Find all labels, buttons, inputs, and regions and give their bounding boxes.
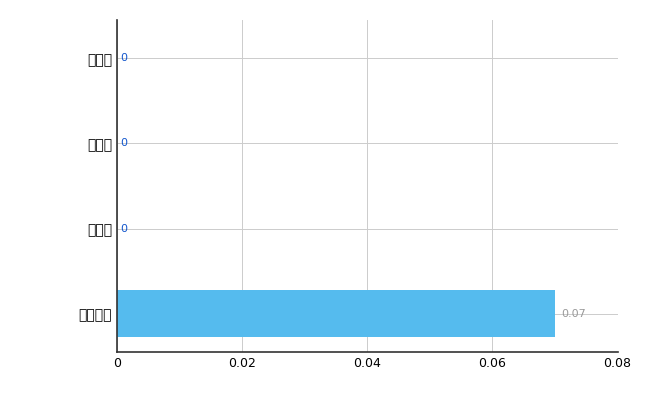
Text: 0: 0	[120, 54, 127, 64]
Text: 0: 0	[120, 224, 127, 234]
Text: 0: 0	[120, 138, 127, 148]
Bar	[117, 290, 555, 337]
Text: 0.07: 0.07	[561, 308, 586, 318]
